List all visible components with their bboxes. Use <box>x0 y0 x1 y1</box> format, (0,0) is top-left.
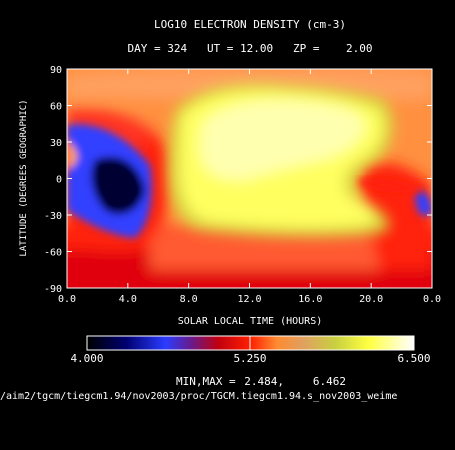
y-tick-label: 0 <box>56 175 62 186</box>
y-axis: 90 60 30 0 -30 -60 -90 <box>44 65 432 295</box>
x-tick-label: 0.0 <box>58 294 76 305</box>
minmax-label: MIN,MAX = <box>176 375 236 388</box>
chart-subtitle: DAY = 324 UT = 12.00 ZP = 2.00 <box>127 42 372 55</box>
y-axis-label: LATITUDE (DEGREES GEOGRAPHIC) <box>19 99 29 256</box>
x-tick-label: 20.0 <box>359 294 383 305</box>
x-tick-label: 4.0 <box>119 294 137 305</box>
x-axis: 0.0 4.0 8.0 12.0 16.0 20.0 0.0 <box>58 69 441 305</box>
y-tick-label: 30 <box>50 138 62 149</box>
x-tick-label: 0.0 <box>423 294 441 305</box>
x-axis-label: SOLAR LOCAL TIME (HOURS) <box>178 316 323 327</box>
y-tick-label: -60 <box>44 248 62 259</box>
colorbar-min-label: 4.000 <box>70 352 103 365</box>
min-value: 2.484, <box>244 375 284 388</box>
colorbar-mid-label: 5.250 <box>233 352 266 365</box>
chart-title: LOG10 ELECTRON DENSITY (cm-3) <box>154 18 346 31</box>
x-tick-label: 8.0 <box>180 294 198 305</box>
y-tick-label: -90 <box>44 284 62 295</box>
x-tick-label: 12.0 <box>237 294 261 305</box>
x-tick-label: 16.0 <box>298 294 322 305</box>
y-tick-label: 60 <box>50 102 62 113</box>
y-tick-label: -30 <box>44 211 62 222</box>
heatmap-field <box>67 69 432 288</box>
y-tick-label: 90 <box>50 65 62 76</box>
file-path: /aim2/tgcm/tiegcm1.94/nov2003/proc/TGCM.… <box>0 391 397 402</box>
colorbar-max-label: 6.500 <box>397 352 430 365</box>
max-value: 6.462 <box>313 375 346 388</box>
